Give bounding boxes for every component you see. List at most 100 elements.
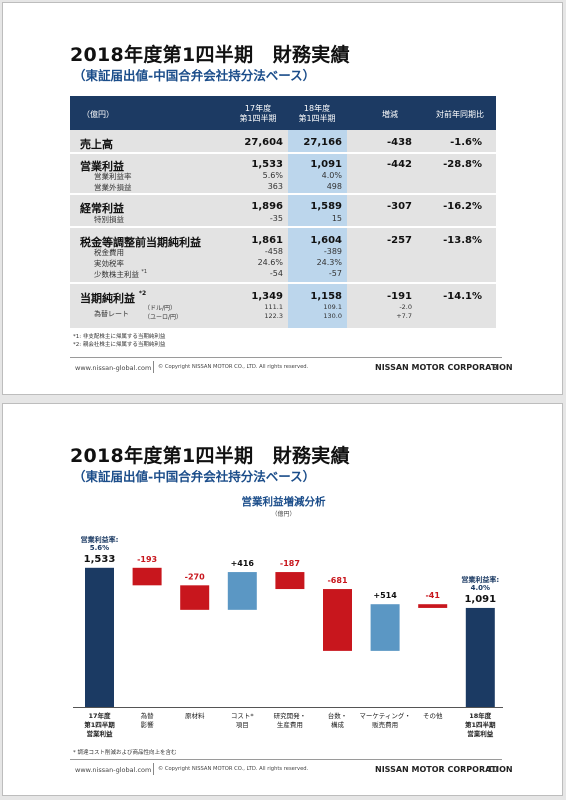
row-op-yoy: -28.8% (443, 159, 482, 170)
waterfall-bar (227, 572, 257, 610)
row-op-label: 営業利益 (80, 160, 124, 173)
row-pretax-fy17: 1,861 (251, 235, 283, 246)
waterfall-bar (418, 604, 448, 608)
row-net-fy17: 1,349 (251, 291, 283, 302)
bar-value-label: +514 (373, 591, 397, 600)
header-fy18-line2: 第1四半期 (298, 114, 336, 123)
chart-title: 営業利益増減分析 (241, 496, 326, 508)
category-label: 営業利益 (87, 729, 114, 738)
category-label: 第1四半期 (465, 720, 496, 729)
table-header: （億円） 17年度 第1四半期 18年度 第1四半期 増減 対前年同期比 (70, 96, 496, 130)
category-label: 原材料 (185, 711, 205, 720)
row-op-margin-label: 営業利益率 (94, 172, 132, 181)
margin-annotation-value: 5.6% (90, 544, 109, 552)
row-tax-fy17: -458 (264, 247, 283, 256)
row-sales-change: -438 (386, 137, 412, 148)
footer-corporation: NISSAN MOTOR CORPORATION (375, 765, 513, 774)
footnote-2: *2: 親会社株主に帰属する当期純利益 (73, 342, 166, 348)
row-op-fy17: 1,533 (251, 159, 283, 170)
row-minority-fy17: -54 (269, 269, 283, 278)
row-op-fy18: 1,091 (310, 159, 342, 170)
row-nonop-fy17: 363 (267, 182, 283, 191)
slide-title: 2018年度第1四半期 財務実績 (70, 445, 350, 467)
bar-value-label: -270 (185, 572, 205, 581)
row-ordinary-change: -307 (386, 201, 412, 212)
category-label: 項目 (236, 721, 249, 729)
row-op-margin-fy17: 5.6% (262, 171, 283, 180)
row-net-label: 当期純利益 *2 (80, 290, 146, 306)
header-change: 増減 (382, 110, 398, 119)
bar-value-label: -41 (425, 591, 440, 600)
row-sales-label: 売上高 (80, 138, 113, 151)
financial-results-table: （億円） 17年度 第1四半期 18年度 第1四半期 増減 対前年同期比 売上高… (70, 96, 496, 328)
category-label: 18年度 (469, 711, 492, 720)
slide-title: 2018年度第1四半期 財務実績 (70, 44, 350, 66)
row-separator (70, 282, 496, 284)
category-label: 影響 (141, 720, 155, 729)
row-ordinary-label: 経常利益 (80, 202, 124, 215)
footer-url: www.nissan-global.com (75, 364, 152, 372)
row-fx-eur-fy17: 122.3 (264, 312, 283, 320)
row-ordinary-fy17: 1,896 (251, 201, 283, 212)
row-op-change: -442 (386, 159, 412, 170)
footer-copyright: © Copyright NISSAN MOTOR CO., LTD. All r… (158, 766, 309, 772)
row-fx-usd-unit: （ドル/円） (144, 305, 177, 312)
chart-unit: （億円） (271, 511, 296, 518)
row-sales-fy18: 27,166 (303, 137, 342, 148)
row-tax-label: 税金費用 (94, 248, 124, 257)
waterfall-bar (132, 567, 162, 586)
waterfall-bar (180, 585, 210, 610)
header-fy18-line1: 18年度 (303, 104, 331, 113)
margin-annotation: 営業利益率: (81, 535, 119, 544)
category-label: コスト* (231, 712, 255, 720)
slide-page-9: 2018年度第1四半期 財務実績 （東証届出値-中国合弁会社持分法ベース） （億… (2, 2, 563, 395)
fy18-highlight-column (288, 130, 347, 328)
row-minority-fy18: -57 (328, 269, 342, 278)
row-nonop-label: 営業外損益 (94, 183, 132, 192)
footer-divider (153, 361, 154, 373)
category-label: 17年度 (88, 711, 111, 720)
row-taxrate-fy18: 24.3% (316, 258, 342, 267)
category-label: 構成 (331, 720, 345, 729)
waterfall-bar (370, 604, 400, 651)
row-extraordinary-fy17: -35 (269, 214, 283, 223)
slide-page-10: 2018年度第1四半期 財務実績 （東証届出値-中国合弁会社持分法ベース） 営業… (2, 403, 563, 796)
footnote-1: *1: 非支配株主に帰属する当期純利益 (73, 334, 166, 340)
note-mark-2: *2 (138, 290, 147, 297)
row-pretax-label: 税金等調整前当期純利益 (80, 236, 201, 249)
row-tax-fy18: -389 (323, 247, 342, 256)
footer-divider (153, 763, 154, 775)
row-fx-usd-change: -2.0 (399, 303, 412, 311)
row-minority-label-text: 少数株主利益 (94, 270, 139, 279)
row-sales-yoy: -1.6% (450, 137, 482, 148)
margin-annotation: 営業利益率: (461, 575, 499, 584)
row-fx-label: 為替レート (94, 310, 129, 318)
row-net-label-text: 当期純利益 (80, 292, 135, 305)
category-label: 第1四半期 (84, 720, 115, 729)
row-minority-label: 少数株主利益 *1 (94, 269, 147, 280)
page-number: 10 (487, 765, 498, 774)
row-nonop-fy18: 498 (326, 182, 342, 191)
chart-footnote: * 調達コスト削減および商品性向上を含む (73, 750, 177, 756)
row-fx-usd-fy18: 109.1 (323, 303, 342, 311)
bar-value-label: +416 (231, 559, 255, 568)
row-separator (70, 226, 496, 228)
category-label: 台数・ (328, 711, 348, 720)
category-label: 生産費用 (277, 720, 303, 729)
footer-copyright: © Copyright NISSAN MOTOR CO., LTD. All r… (158, 364, 309, 370)
footer-corporation: NISSAN MOTOR CORPORATION (375, 363, 513, 372)
bar-value-label: 1,533 (84, 554, 116, 565)
row-fx-eur-fy18: 130.0 (323, 312, 342, 320)
row-pretax-fy18: 1,604 (310, 235, 342, 246)
note-mark-1: *1 (141, 269, 148, 275)
row-net-change: -191 (386, 291, 412, 302)
header-fy17-line2: 第1四半期 (239, 114, 277, 123)
footer-rule (70, 759, 502, 760)
category-label: 販売費用 (372, 720, 398, 729)
bar-value-label: 1,091 (464, 594, 496, 605)
category-label: 営業利益 (467, 729, 494, 738)
waterfall-bar (85, 567, 114, 707)
slide-subtitle: （東証届出値-中国合弁会社持分法ベース） (73, 469, 316, 484)
row-ordinary-fy18: 1,589 (310, 201, 342, 212)
